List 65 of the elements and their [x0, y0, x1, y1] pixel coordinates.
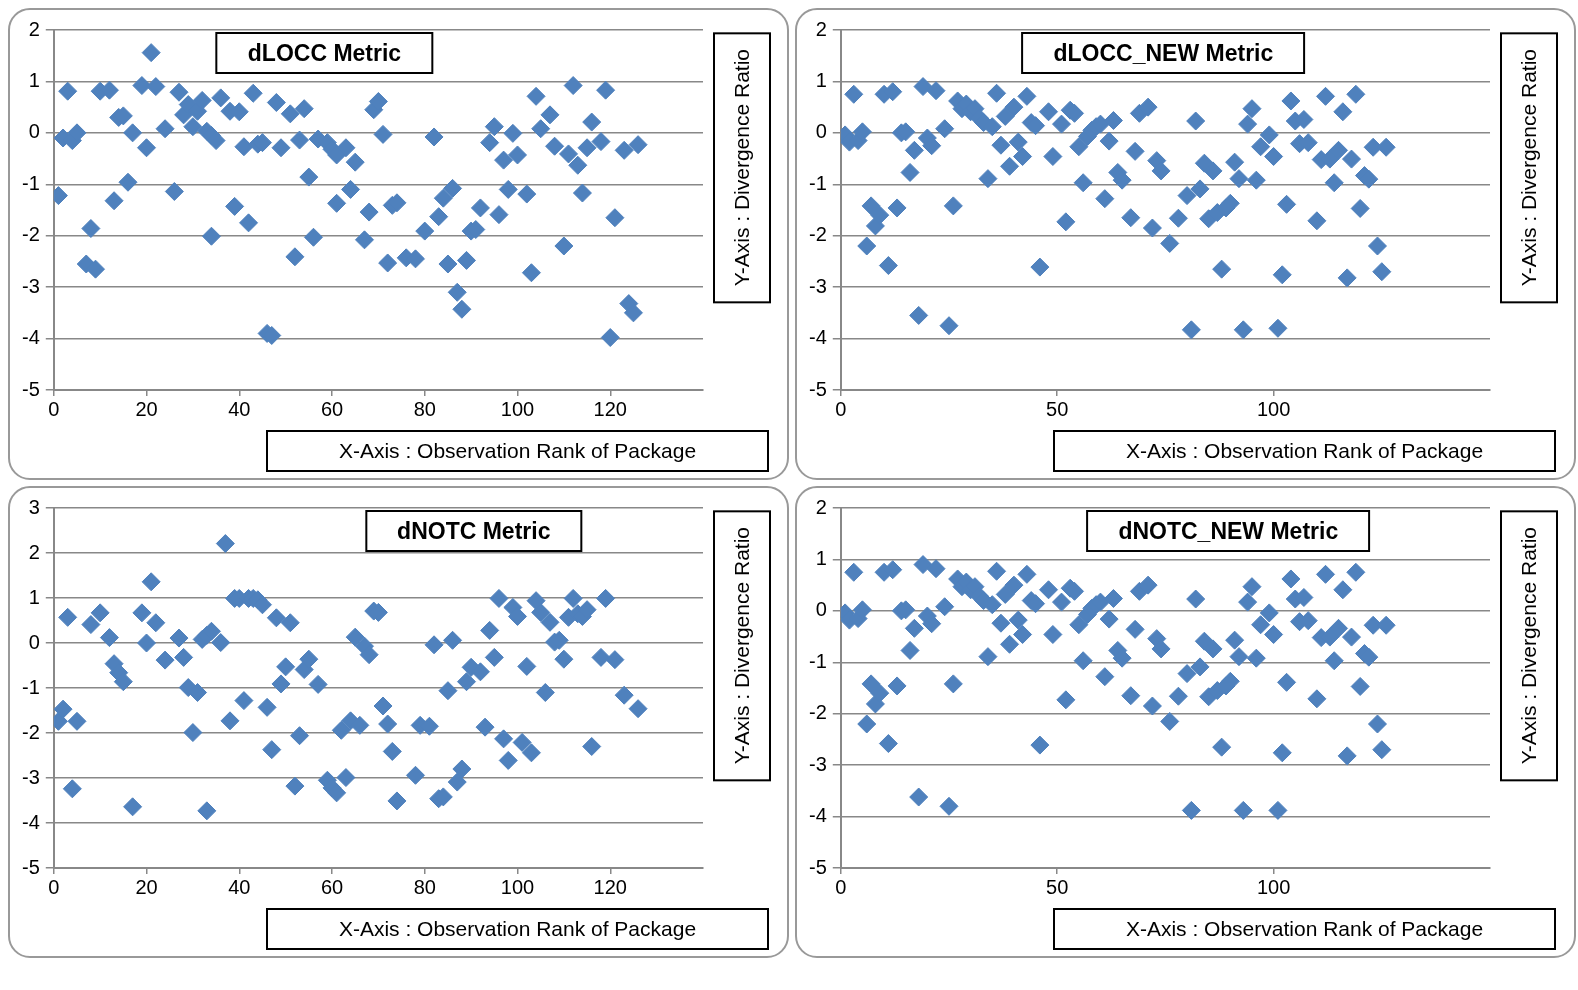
y-tick-label: 1	[815, 68, 827, 91]
y-tick-label: 1	[815, 546, 827, 569]
y-tick-label: -1	[808, 649, 827, 672]
x-tick-label: 40	[228, 397, 251, 420]
y-tick-label: 1	[28, 585, 40, 608]
x-tick-label: 0	[835, 397, 847, 420]
y-tick-label: -3	[808, 752, 827, 775]
x-tick-label: 100	[1256, 875, 1291, 898]
y-tick-label: -1	[21, 675, 40, 698]
chart-title: dNOTC_NEW Metric	[1086, 510, 1371, 552]
x-tick-label: 20	[135, 875, 158, 898]
y-tick-label: 0	[28, 630, 40, 653]
y-tick-label: -5	[808, 377, 827, 400]
x-tick-label: 80	[413, 875, 436, 898]
y-tick-label: 3	[28, 495, 40, 518]
y-tick-label: -3	[21, 274, 40, 297]
x-axis-title: X-Axis : Observation Rank of Package	[266, 908, 769, 950]
y-tick-label: 2	[28, 540, 40, 563]
chart-title: dLOCC_NEW Metric	[1021, 32, 1306, 74]
x-tick-label: 50	[1046, 875, 1069, 898]
x-axis-title: X-Axis : Observation Rank of Package	[266, 430, 769, 472]
y-axis-title: Y-Axis : Divergence Ratio	[713, 510, 771, 782]
x-tick-label: 80	[413, 397, 436, 420]
y-tick-label: 0	[815, 120, 827, 143]
y-tick-label: 2	[28, 17, 40, 40]
chart-title: dLOCC Metric	[215, 32, 434, 74]
y-tick-label: -3	[21, 765, 40, 788]
y-tick-label: -4	[808, 804, 827, 827]
x-tick-label: 100	[500, 875, 535, 898]
x-tick-label: 40	[228, 875, 251, 898]
x-tick-label: 120	[593, 397, 627, 420]
y-tick-label: -5	[21, 377, 40, 400]
x-tick-label: 50	[1046, 397, 1069, 420]
y-tick-label: -1	[21, 171, 40, 194]
y-tick-label: -2	[21, 223, 40, 246]
y-tick-label: -2	[808, 223, 827, 246]
x-tick-label: 0	[48, 875, 60, 898]
y-tick-label: 0	[28, 120, 40, 143]
y-axis-title: Y-Axis : Divergence Ratio	[713, 32, 771, 304]
y-axis-title: Y-Axis : Divergence Ratio	[1500, 32, 1558, 304]
chart-title: dNOTC Metric	[365, 510, 583, 552]
y-axis-title: Y-Axis : Divergence Ratio	[1500, 510, 1558, 782]
x-axis-title: X-Axis : Observation Rank of Package	[1053, 430, 1556, 472]
y-tick-label: -5	[21, 855, 40, 878]
y-tick-label: -5	[808, 855, 827, 878]
y-tick-label: -4	[808, 326, 827, 349]
y-tick-label: 2	[815, 495, 827, 518]
x-tick-label: 0	[835, 875, 847, 898]
x-axis-title: X-Axis : Observation Rank of Package	[1053, 908, 1556, 950]
x-tick-label: 20	[135, 397, 158, 420]
y-tick-label: -3	[808, 274, 827, 297]
x-tick-label: 100	[500, 397, 535, 420]
x-tick-label: 100	[1256, 397, 1291, 420]
y-tick-label: -4	[21, 326, 40, 349]
y-tick-label: 2	[815, 17, 827, 40]
x-tick-label: 120	[593, 875, 627, 898]
x-tick-label: 0	[48, 397, 60, 420]
y-tick-label: -4	[21, 810, 40, 833]
x-tick-label: 60	[320, 397, 344, 420]
x-tick-label: 60	[320, 875, 344, 898]
y-tick-label: 1	[28, 68, 40, 91]
y-tick-label: -2	[808, 701, 827, 724]
y-tick-label: -1	[808, 171, 827, 194]
y-tick-label: -2	[21, 720, 40, 743]
y-tick-label: 0	[815, 598, 827, 621]
